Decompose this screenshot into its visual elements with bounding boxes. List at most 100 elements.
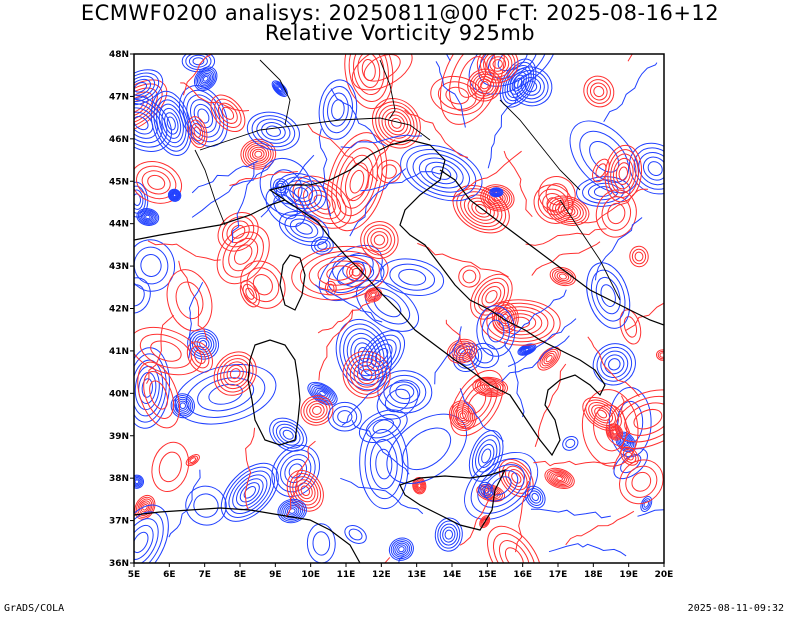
positive-vorticity-contour xyxy=(147,174,166,190)
positive-vorticity-contour xyxy=(633,408,663,430)
positive-vorticity-contour xyxy=(308,255,372,291)
negative-vorticity-contour xyxy=(220,462,279,522)
positive-vorticity-contour xyxy=(439,54,505,125)
negative-vorticity-contour xyxy=(167,188,182,202)
africa-coastline xyxy=(134,507,361,563)
positive-vorticity-contour xyxy=(472,376,509,398)
positive-vorticity-streak xyxy=(285,440,316,518)
positive-vorticity-contour xyxy=(459,412,466,420)
negative-vorticity-contour xyxy=(396,544,407,554)
negative-vorticity-contour xyxy=(509,66,553,107)
negative-vorticity-contour xyxy=(134,518,159,563)
negative-vorticity-contour xyxy=(193,66,218,92)
negative-vorticity-streak xyxy=(360,170,445,192)
negative-vorticity-contour xyxy=(317,241,328,250)
negative-vorticity-contour xyxy=(322,85,354,134)
negative-vorticity-contour xyxy=(331,254,385,288)
negative-vorticity-contour xyxy=(633,147,664,190)
positive-vorticity-contour xyxy=(556,475,564,481)
positive-vorticity-contour xyxy=(544,467,575,489)
positive-vorticity-contour xyxy=(364,287,383,303)
negative-vorticity-contour xyxy=(402,427,452,471)
positive-vorticity-contour xyxy=(214,98,242,128)
positive-vorticity-streak xyxy=(146,315,175,384)
negative-vorticity-contour xyxy=(134,75,156,99)
map-title: ECMWF0200 analisys: 20250811@00 FcT: 202… xyxy=(80,1,720,25)
negative-vorticity-contour xyxy=(272,178,290,196)
negative-vorticity-contour xyxy=(169,190,180,201)
positive-vorticity-contour xyxy=(175,281,204,320)
positive-vorticity-contour xyxy=(462,269,477,284)
negative-vorticity-contour xyxy=(434,517,463,552)
negative-vorticity-contour xyxy=(348,528,363,541)
negative-vorticity-contour xyxy=(137,209,158,225)
positive-vorticity-contour xyxy=(317,260,363,286)
positive-vorticity-streak xyxy=(612,395,631,470)
positive-vorticity-contour xyxy=(593,85,605,98)
negative-vorticity-contour xyxy=(641,498,651,510)
lon-tick-label: 20E xyxy=(655,570,674,580)
negative-vorticity-contour xyxy=(202,75,209,82)
negative-vorticity-streak xyxy=(260,154,315,218)
positive-vorticity-contour xyxy=(340,154,374,209)
positive-vorticity-contour xyxy=(346,354,388,395)
positive-vorticity-contour xyxy=(481,381,499,392)
lon-tick-label: 9E xyxy=(269,570,281,580)
positive-vorticity-contour xyxy=(375,101,418,146)
positive-vorticity-contour xyxy=(254,150,263,158)
negative-vorticity-streak xyxy=(191,160,259,194)
positive-vorticity-contour xyxy=(498,540,530,563)
positive-vorticity-contour xyxy=(139,500,151,515)
negative-vorticity-contour xyxy=(390,539,413,560)
positive-vorticity-contour xyxy=(134,79,168,133)
positive-vorticity-contour xyxy=(483,54,513,78)
positive-vorticity-streak xyxy=(445,319,482,386)
negative-vorticity-contour xyxy=(289,218,319,239)
negative-vorticity-contour xyxy=(376,381,419,420)
negative-vorticity-contour xyxy=(191,333,215,355)
footer-timestamp: 2025-08-11-09:32 xyxy=(687,603,784,614)
positive-vorticity-contour xyxy=(213,351,257,396)
positive-vorticity-streak xyxy=(182,54,213,96)
positive-vorticity-contour xyxy=(548,470,571,487)
negative-vorticity-streak xyxy=(445,54,451,62)
positive-vorticity-contour xyxy=(619,309,642,345)
negative-vorticity-streak xyxy=(434,326,462,385)
positive-vorticity-contour xyxy=(541,350,557,367)
negative-vorticity-contour xyxy=(172,193,177,198)
lon-tick-label: 16E xyxy=(513,570,532,580)
negative-vorticity-streak xyxy=(318,128,332,217)
positive-vorticity-contour xyxy=(489,56,507,72)
positive-vorticity-streak xyxy=(625,302,664,331)
positive-vorticity-contour xyxy=(554,270,572,283)
positive-vorticity-contour xyxy=(363,224,396,256)
positive-vorticity-contour xyxy=(554,474,566,483)
negative-vorticity-contour xyxy=(228,470,272,514)
positive-vorticity-contour xyxy=(150,340,182,362)
positive-vorticity-contour xyxy=(589,82,608,101)
positive-vorticity-contour xyxy=(618,166,629,181)
lat-tick-label: 38N xyxy=(109,474,129,484)
positive-vorticity-contour xyxy=(194,349,206,365)
positive-vorticity-contour xyxy=(449,54,496,112)
negative-vorticity-contour xyxy=(134,98,168,148)
positive-vorticity-contour xyxy=(586,79,611,104)
negative-vorticity-contour xyxy=(522,346,532,353)
negative-vorticity-contour xyxy=(170,393,195,419)
positive-vorticity-contour xyxy=(327,283,335,293)
negative-vorticity-contour xyxy=(286,506,298,516)
negative-vorticity-contour xyxy=(579,130,630,183)
positive-vorticity-contour xyxy=(300,395,334,426)
negative-vorticity-contour xyxy=(589,140,620,173)
negative-vorticity-contour xyxy=(491,188,502,196)
positive-vorticity-contour xyxy=(624,402,664,436)
negative-vorticity-contour xyxy=(288,463,303,479)
negative-vorticity-contour xyxy=(134,474,144,489)
negative-vorticity-contour xyxy=(153,95,190,152)
negative-vorticity-contour xyxy=(196,69,215,88)
positive-vorticity-contour xyxy=(140,502,150,513)
negative-vorticity-contour xyxy=(640,496,653,512)
positive-vorticity-contour xyxy=(376,159,402,184)
footer-software-credit: GrADS/COLA xyxy=(4,603,65,614)
positive-vorticity-contour xyxy=(482,186,513,210)
